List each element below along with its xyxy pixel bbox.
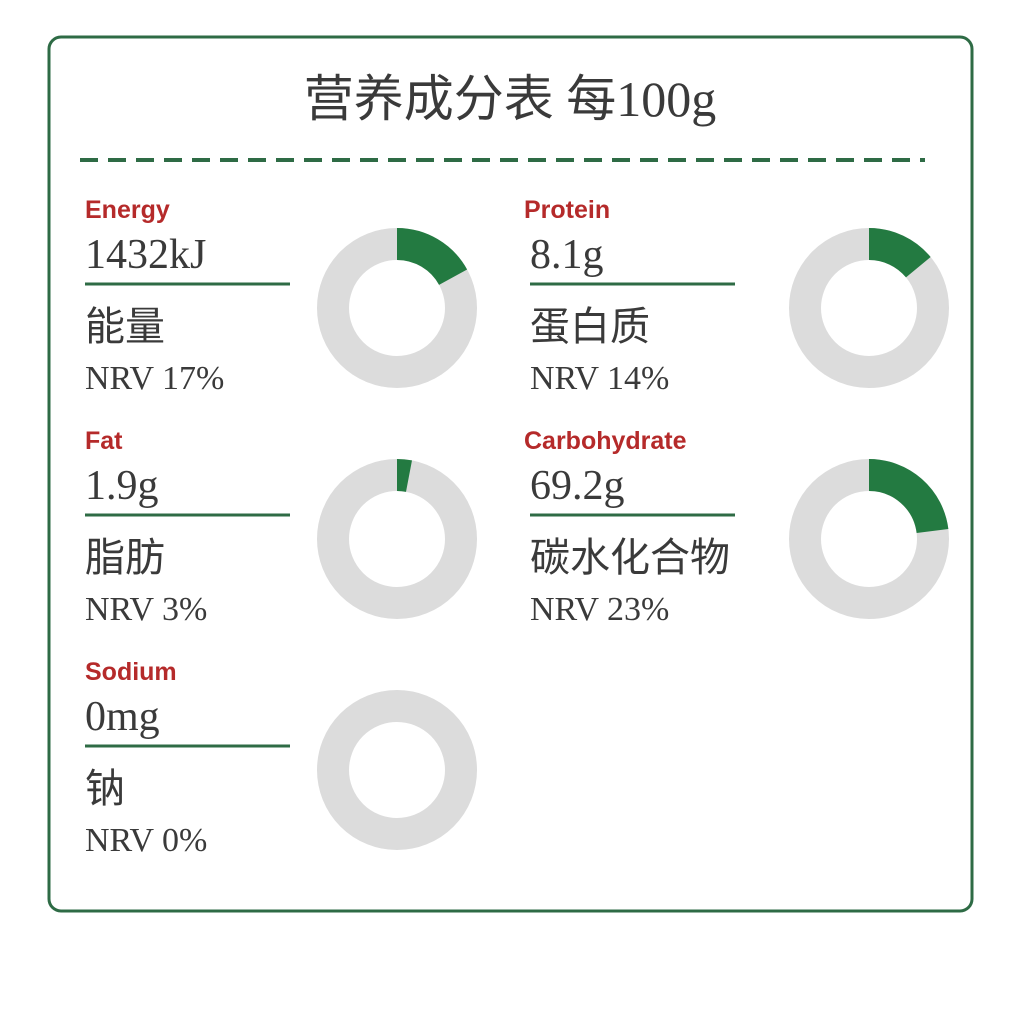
title: 营养成分表 每100g bbox=[304, 71, 717, 127]
donut-track bbox=[317, 690, 477, 850]
nutrient-amount: 69.2g bbox=[530, 463, 625, 509]
nutrient-name-zh: 钠 bbox=[85, 766, 125, 811]
nrv-label: NRV 0% bbox=[85, 822, 207, 859]
nrv-label: NRV 23% bbox=[530, 591, 669, 628]
nutrient-name-en: Carbohydrate bbox=[524, 427, 687, 455]
nrv-label: NRV 3% bbox=[85, 591, 207, 628]
nutrient-name-zh: 能量 bbox=[85, 304, 165, 349]
nutrient-name-en: Sodium bbox=[85, 658, 177, 686]
donut-arc bbox=[396, 459, 412, 492]
donut-arc bbox=[868, 228, 931, 278]
nutrient-name-zh: 蛋白质 bbox=[530, 304, 650, 349]
nrv-label: NRV 17% bbox=[85, 360, 224, 397]
nutrient-name-en: Protein bbox=[524, 196, 610, 224]
donut-arc bbox=[396, 228, 468, 286]
nutrient-name-en: Fat bbox=[85, 427, 123, 455]
card-border bbox=[47, 35, 974, 913]
donut-arc bbox=[868, 459, 949, 534]
nutrient-amount: 1.9g bbox=[85, 463, 159, 509]
nutrient-amount: 0mg bbox=[85, 694, 160, 740]
nrv-label: NRV 14% bbox=[530, 360, 669, 397]
nutrient-name-zh: 碳水化合物 bbox=[530, 535, 730, 580]
nutrient-name-zh: 脂肪 bbox=[85, 535, 165, 580]
nutrient-amount: 1432kJ bbox=[85, 232, 206, 278]
nutrient-name-en: Energy bbox=[85, 196, 170, 224]
nutrient-amount: 8.1g bbox=[530, 232, 604, 278]
